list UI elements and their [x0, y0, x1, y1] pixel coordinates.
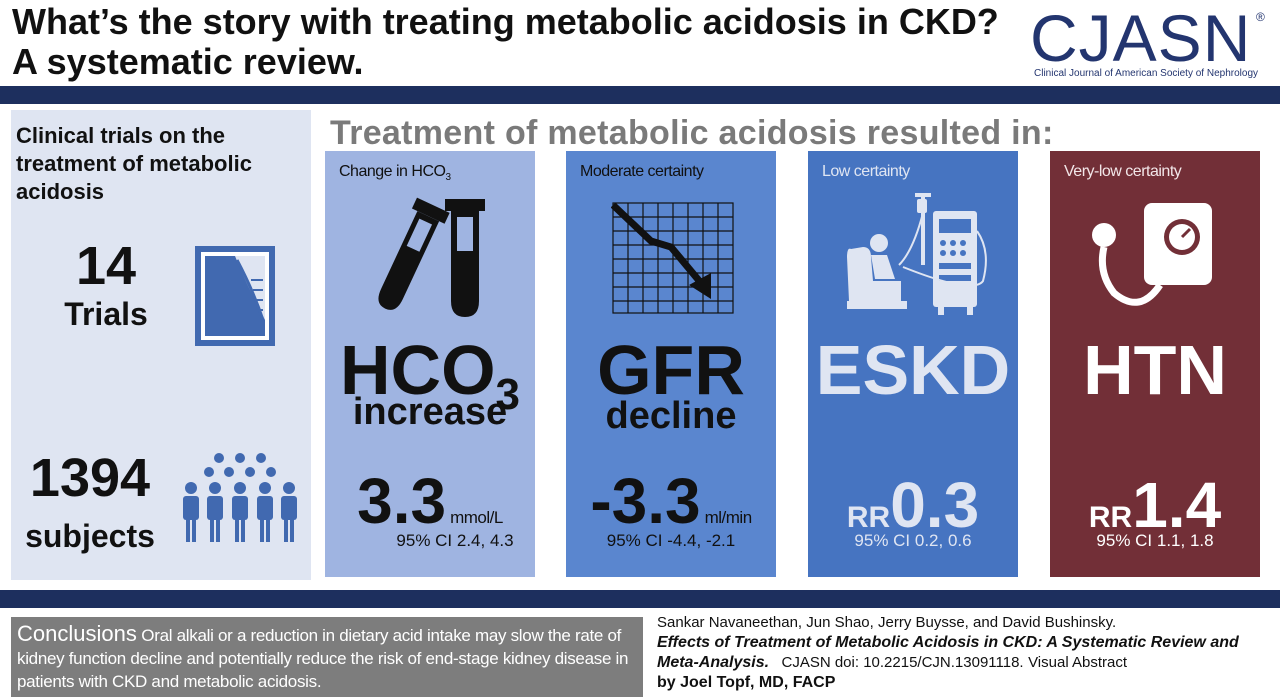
card-gfr-value: -3.3 ml/min: [590, 465, 752, 537]
card-hco3-value: 3.3 mmol/L: [357, 465, 503, 537]
card-hco3-label: HCO3: [339, 331, 521, 419]
trials-label: Trials: [64, 296, 148, 332]
card-gfr-label: GFR: [597, 331, 745, 409]
trials-panel-heading: Clinical trials on the treatment of meta…: [16, 123, 252, 204]
result-card-eskd: Low certainty ESKD RR0.3 95% CI 0.2, 0.6: [808, 151, 1018, 577]
card-eskd-value: RR0.3: [846, 469, 980, 541]
conclusions-box: Conclusions Oral alkali or a reduction i…: [11, 617, 643, 697]
conclusions-content: Conclusions Oral alkali or a reduction i…: [11, 617, 643, 697]
result-card-hco3: Change in HCO3 HCO3 increase 3.3 mmol/L 9…: [325, 151, 535, 577]
result-card-htn: Very-low certainty HTN RR1.4 95% CI 1.1,…: [1050, 151, 1260, 577]
card-certainty: Low certainty: [822, 163, 910, 180]
logo-registered-mark: ®: [1256, 10, 1265, 24]
document-icon: [195, 246, 275, 346]
card-htn-label: HTN: [1083, 331, 1227, 409]
declining-chart-icon: [611, 202, 734, 314]
card-htn-ci: 95% CI 1.1, 1.8: [1096, 531, 1214, 550]
card-hco3-ci: 95% CI 2.4, 4.3: [396, 531, 514, 550]
results-heading: Treatment of metabolic acidosis resulted…: [330, 114, 1054, 152]
card-increase-label: increase: [352, 391, 508, 433]
cjasn-logo: CJASN ® Clinical Journal of American Soc…: [1030, 4, 1275, 79]
trials-count: 14: [75, 236, 137, 296]
citation-article-title: Effects of Treatment of Metabolic Acidos…: [657, 634, 1239, 671]
card-certainty: Change in HCO3: [339, 163, 451, 184]
result-card-gfr: Moderate certainty GFR decline -3.3 ml/mi…: [566, 151, 776, 577]
people-icon: [183, 453, 297, 542]
citation-visual-abstract: Visual Abstract: [1028, 654, 1128, 671]
conclusions-label: Conclusions: [17, 621, 137, 646]
top-divider-band: [0, 86, 1280, 104]
title-line-2: A systematic review.: [12, 41, 364, 82]
citation-doi: CJASN doi: 10.2215/CJN.13091118.: [781, 654, 1024, 671]
card-gfr-ci: 95% CI -4.4, -2.1: [606, 531, 736, 550]
trials-panel: Clinical trials on the treatment of meta…: [11, 110, 311, 580]
test-tubes-icon: [378, 197, 485, 317]
subjects-count: 1394: [29, 448, 151, 508]
bottom-divider-band: [0, 590, 1280, 608]
card-certainty: Moderate certainty: [580, 163, 704, 180]
logo-subtitle: Clinical Journal of American Society of …: [1034, 68, 1258, 79]
conclusions-text: Oral alkali or a reduction in dietary ac…: [17, 626, 629, 691]
subjects-label: subjects: [25, 518, 155, 554]
blood-pressure-cuff-icon: [1092, 203, 1212, 306]
logo-text: CJASN: [1030, 1, 1252, 75]
title-line-1: What’s the story with treating metabolic…: [12, 1, 999, 42]
card-certainty: Very-low certainty: [1064, 163, 1182, 180]
card-eskd-label: ESKD: [815, 331, 1011, 409]
page-title: What’s the story with treating metabolic…: [12, 2, 1022, 82]
card-htn-value: RR1.4: [1088, 469, 1222, 541]
citation: Sankar Navaneethan, Jun Shao, Jerry Buys…: [657, 613, 1277, 693]
dialysis-icon: [847, 193, 987, 315]
citation-credit: by Joel Topf, MD, FACP: [657, 674, 836, 691]
card-eskd-ci: 95% CI 0.2, 0.6: [854, 531, 972, 550]
citation-authors: Sankar Navaneethan, Jun Shao, Jerry Buys…: [657, 614, 1117, 631]
card-decline-label: decline: [605, 395, 737, 437]
